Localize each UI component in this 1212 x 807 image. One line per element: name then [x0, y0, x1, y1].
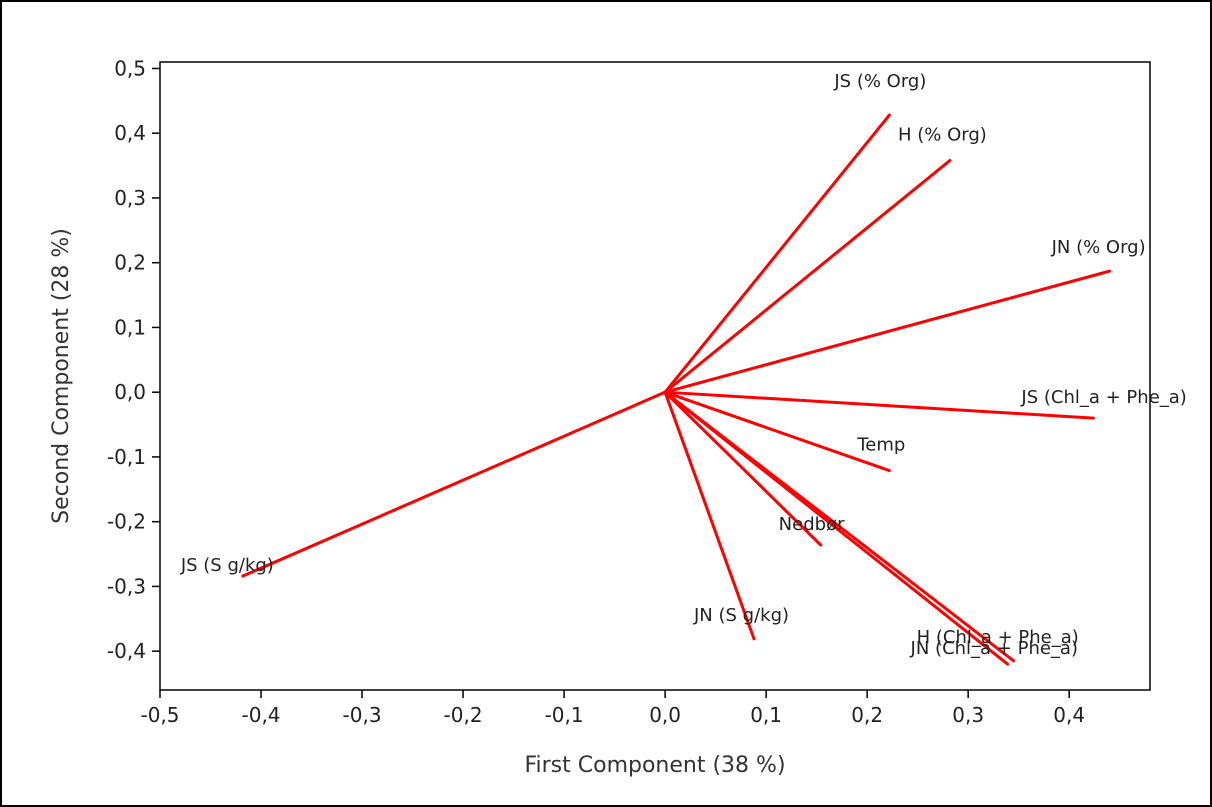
y-tick-label: -0,4 — [107, 639, 146, 663]
x-tick-label: -0,2 — [444, 703, 483, 727]
y-tick-label: -0,2 — [107, 510, 146, 534]
loading-vector — [663, 390, 1010, 666]
loading-vector — [663, 390, 756, 641]
vector-label: Temp — [856, 435, 905, 456]
y-tick-label: 0,0 — [114, 380, 146, 404]
x-tick-label: -0,5 — [140, 703, 179, 727]
y-tick-label: 0,2 — [114, 251, 146, 275]
vector-label: JS (% Org) — [833, 71, 926, 92]
vector-label: JN (% Org) — [1051, 237, 1146, 258]
x-tick-label: -0,3 — [343, 703, 382, 727]
y-axis-title: Second Component (28 %) — [49, 228, 74, 524]
x-tick-label: 0,1 — [750, 703, 782, 727]
x-tick-label: 0,0 — [649, 703, 681, 727]
vector-label: H (Chl_a + Phe_a) — [917, 627, 1079, 648]
y-axis: 0,5 0,4 0,3 0,2 0,1 0,0 -0,1 -0,2 -0,3 -0,4 — [107, 56, 160, 663]
x-axis-title: First Component (38 %) — [524, 753, 785, 778]
vector-label: Nedbør — [779, 514, 845, 535]
x-tick-label: 0,2 — [851, 703, 883, 727]
loading-vector — [663, 158, 952, 394]
y-tick-label: 0,4 — [114, 121, 146, 145]
vector-label: JN (Chl_a + Phe_a) — [910, 638, 1078, 659]
plot-area — [159, 61, 1151, 691]
vector-labels: JS (% Org) H (% Org) JN (% Org) JS (Chl_a +… — [180, 71, 1187, 659]
loading-vector — [241, 390, 667, 578]
y-tick-label: -0,1 — [107, 445, 146, 469]
loading-vectors — [241, 113, 1112, 666]
y-tick-label: 0,1 — [114, 315, 146, 339]
vector-label: JS (Chl_a + Phe_a) — [1020, 387, 1186, 408]
x-tick-label: -0,4 — [242, 703, 281, 727]
loading-vector — [663, 390, 823, 547]
x-axis: -0,5 -0,4 -0,3 -0,2 -0,1 0,0 0,1 0,2 0,3 0,4 — [140, 690, 1085, 727]
vector-label: JN (S g/kg) — [693, 605, 789, 626]
x-tick-label: -0,1 — [545, 703, 584, 727]
loading-vector — [663, 113, 891, 394]
y-tick-label: -0,3 — [107, 574, 146, 598]
vector-label: H (% Org) — [898, 124, 987, 145]
y-tick-label: 0,3 — [114, 186, 146, 210]
loading-vector — [663, 390, 891, 473]
loading-vector — [663, 390, 1095, 420]
y-tick-label: 0,5 — [114, 56, 146, 80]
loading-vector — [663, 269, 1112, 394]
x-tick-label: 0,4 — [1053, 703, 1085, 727]
vector-label: JS (S g/kg) — [180, 555, 274, 576]
x-tick-label: 0,3 — [952, 703, 984, 727]
